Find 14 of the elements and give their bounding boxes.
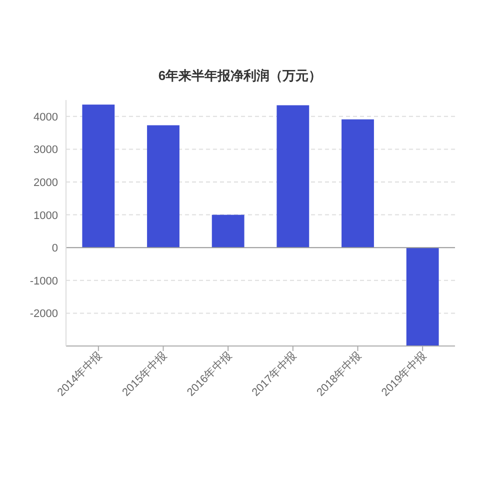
y-tick-label: 1000 xyxy=(34,210,58,222)
bar xyxy=(212,214,244,248)
y-tick-label: -1000 xyxy=(30,275,58,288)
y-tick-label: 2000 xyxy=(34,177,58,189)
bar xyxy=(147,125,180,248)
y-tick-label: 4000 xyxy=(34,111,58,124)
bar xyxy=(406,248,439,346)
chart-title: 6年来半年报净利润（万元） xyxy=(158,68,322,83)
bar xyxy=(276,105,310,248)
y-tick-label: 3000 xyxy=(34,144,58,156)
y-tick-label: 0 xyxy=(52,242,58,255)
bar xyxy=(342,119,374,248)
bar xyxy=(82,104,115,248)
y-tick-label: -2000 xyxy=(30,308,58,320)
